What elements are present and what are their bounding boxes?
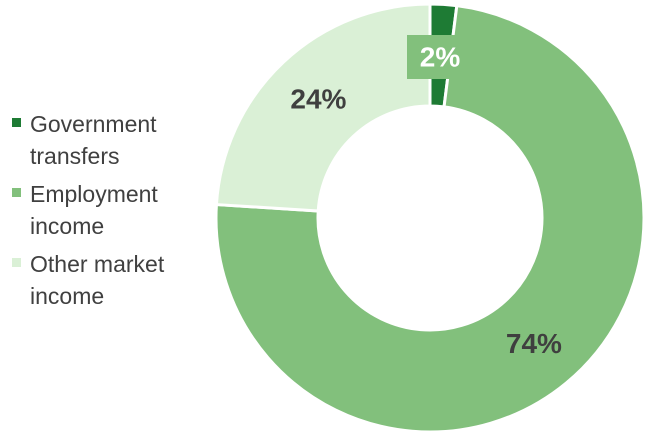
legend-item-government-transfers: Government transfers: [10, 108, 210, 172]
legend-swatch-government-transfers: [12, 118, 21, 127]
data-label-other-market-income: 24%: [290, 84, 346, 115]
donut-slice-employment-income: [214, 4, 646, 432]
data-label-government-transfers: 2%: [420, 42, 461, 73]
data-label-employment-income: 74%: [506, 328, 562, 359]
legend-item-other-market-income: Other market income: [10, 248, 210, 312]
donut-data-labels: 2% 74% 24%: [290, 35, 562, 359]
legend-label-government-transfers: Government transfers: [30, 111, 157, 169]
donut-slices: [214, 2, 646, 432]
data-label-box-government-transfers: [407, 35, 473, 79]
legend-label-other-market-income: Other market income: [30, 251, 165, 309]
donut-slice-other-market-income: [214, 2, 432, 213]
legend-item-employment-income: Employment income: [10, 178, 210, 242]
chart-legend: Government transfers Employment income O…: [10, 108, 210, 318]
legend-swatch-other-market-income: [12, 258, 21, 267]
legend-label-employment-income: Employment income: [30, 181, 158, 239]
legend-swatch-employment-income: [12, 188, 21, 197]
